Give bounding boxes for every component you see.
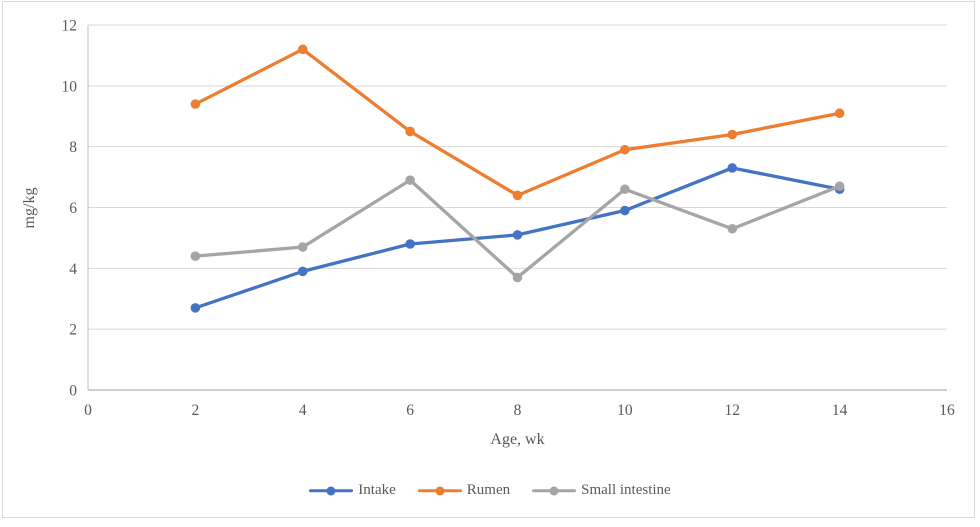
y-tick-label: 0: [69, 383, 77, 400]
y-axis-title: mg/kg: [21, 187, 38, 229]
x-tick-label: 4: [299, 402, 307, 419]
data-point-intake: [620, 205, 630, 216]
data-point-intake: [727, 163, 738, 173]
series-line-rumen: [193, 47, 842, 197]
x-tick-label: 10: [617, 402, 633, 419]
legend-marker-icon: [417, 486, 462, 495]
data-point-rumen: [727, 129, 738, 140]
x-tick-label: 8: [514, 402, 522, 419]
x-tick-label: 14: [832, 402, 848, 419]
data-point-rumen: [620, 144, 630, 155]
data-point-small-intestine: [512, 272, 523, 283]
data-point-rumen: [405, 126, 415, 137]
legend-label-intake: Intake: [358, 482, 396, 498]
legend-marker-icon: [532, 486, 577, 495]
y-tick-label: 8: [69, 139, 77, 156]
data-point-rumen: [834, 108, 845, 119]
data-point-small-intestine: [190, 251, 201, 261]
data-point-intake: [405, 239, 415, 249]
data-point-rumen: [297, 44, 308, 55]
x-tick-label: 6: [406, 402, 414, 419]
data-point-intake: [297, 266, 308, 277]
legend-label-small-intestine: Small intestine: [581, 482, 671, 498]
x-tick-label: 16: [939, 402, 955, 419]
y-tick-label: 2: [69, 322, 77, 339]
y-tick-label: 6: [69, 200, 77, 217]
data-point-small-intestine: [297, 242, 308, 252]
data-point-small-intestine: [620, 184, 630, 195]
data-point-intake: [512, 230, 523, 240]
legend-label-rumen: Rumen: [466, 482, 511, 498]
data-point-small-intestine: [727, 223, 738, 234]
data-point-small-intestine: [834, 181, 845, 192]
data-point-rumen: [512, 190, 523, 201]
data-point-rumen: [190, 99, 201, 109]
x-tick-label: 0: [84, 402, 92, 419]
x-axis-title: Age, wk: [490, 431, 545, 448]
data-point-intake: [190, 303, 201, 313]
x-tick-label: 2: [192, 402, 200, 419]
y-tick-label: 10: [62, 78, 78, 95]
legend-item-intake: Intake: [309, 482, 396, 499]
legend-item-small-intestine: Small intestine: [532, 482, 671, 499]
data-point-small-intestine: [405, 175, 415, 185]
y-tick-label: 12: [62, 18, 78, 35]
legend: Intake Rumen Small intestine: [0, 482, 980, 499]
legend-item-rumen: Rumen: [417, 482, 511, 499]
legend-marker-icon: [309, 486, 354, 495]
x-tick-label: 12: [725, 402, 741, 419]
y-tick-label: 4: [69, 261, 77, 278]
